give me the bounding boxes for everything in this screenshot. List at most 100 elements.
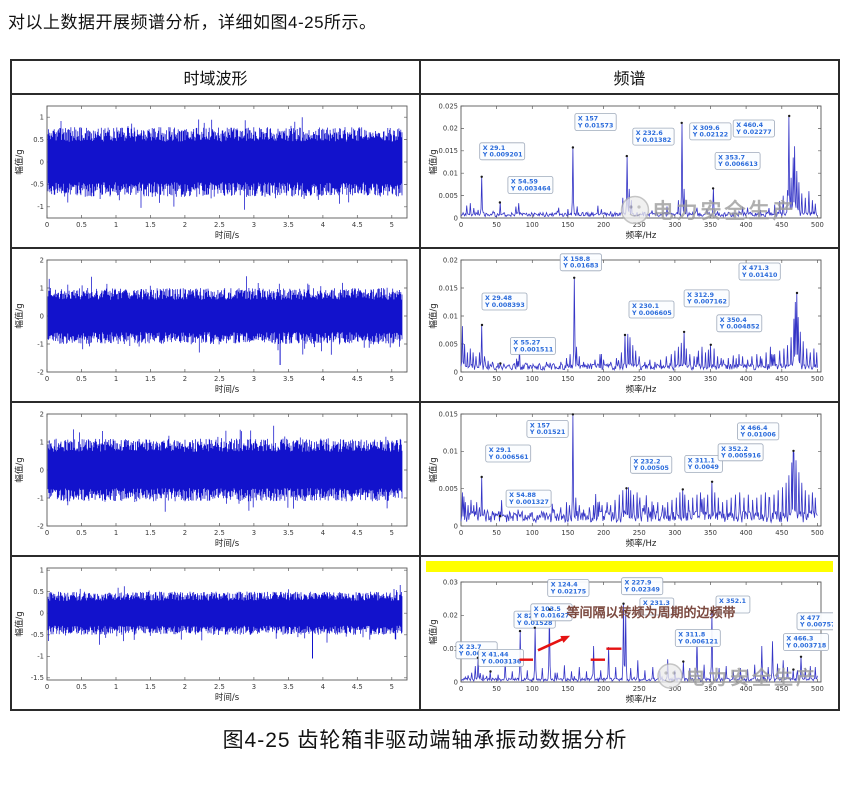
svg-text:1: 1 — [39, 438, 43, 446]
svg-text:-1: -1 — [37, 203, 44, 211]
svg-text:400: 400 — [739, 529, 752, 537]
svg-text:X 29.1: X 29.1 — [488, 447, 511, 454]
svg-text:500: 500 — [810, 375, 823, 383]
datatip-label: X 466.3Y 0.003718 — [782, 632, 829, 651]
svg-text:0: 0 — [44, 375, 48, 383]
svg-text:300: 300 — [668, 529, 681, 537]
svg-text:0.025: 0.025 — [438, 102, 457, 110]
table-row: 0 0.5 1 1.5 2 2.5 3 3.5 4 4.5 5 -2 -1 0 1 2 时间/s 幅值/g 0 50… — [9, 401, 840, 557]
datatip-label: X 41.44Y 0.003136 — [477, 648, 524, 667]
svg-text:5: 5 — [389, 529, 393, 537]
datatip-label: X 231.3 — [639, 597, 674, 615]
datatip-label: X 309.6Y 0.02122 — [688, 122, 731, 141]
svg-text:X 124.4: X 124.4 — [550, 581, 578, 588]
svg-text:3.5: 3.5 — [283, 529, 294, 537]
svg-text:150: 150 — [561, 685, 574, 693]
svg-text:1: 1 — [39, 284, 43, 292]
svg-text:100: 100 — [525, 529, 538, 537]
svg-text:X 312.9: X 312.9 — [687, 292, 714, 299]
svg-text:Y 0.005916: Y 0.005916 — [720, 453, 761, 460]
svg-text:4.5: 4.5 — [351, 375, 362, 383]
y-axis-label: 幅值/g — [428, 303, 439, 328]
table-row: 0 0.5 1 1.5 2 2.5 3 3.5 4 4.5 5 -2 -1 0 1 2 时间/s 幅值/g 0 50… — [9, 247, 840, 403]
svg-text:200: 200 — [597, 221, 610, 229]
datatip-label: X 471.3Y 0.01410 — [738, 262, 781, 281]
svg-text:Y 0.01410: Y 0.01410 — [741, 272, 778, 279]
datatip-label: X 466.4Y 0.01006 — [736, 422, 779, 441]
datatip-label: X 29.1Y 0.006561 — [484, 444, 531, 463]
svg-text:Y 0.01528: Y 0.01528 — [516, 619, 552, 626]
svg-text:3.5: 3.5 — [283, 683, 294, 691]
datatip-label: X 103.5Y 0.01627 — [529, 602, 573, 621]
datatip-label: X 29.1Y 0.009201 — [478, 142, 525, 161]
svg-text:Y 0.0049: Y 0.0049 — [686, 464, 718, 471]
svg-text:0.03: 0.03 — [442, 578, 457, 586]
svg-text:Y 0.006561: Y 0.006561 — [487, 454, 528, 461]
spectrum-chart-4: 0 50 100 150 200 250 300 350 400 450 500 0 0.01 0.02 0… — [421, 557, 838, 709]
peak-marker-dot — [480, 175, 483, 178]
y-axis-label: 幅值/g — [14, 303, 25, 328]
svg-text:X 55.27: X 55.27 — [513, 340, 540, 347]
svg-text:4: 4 — [320, 221, 324, 229]
watermark-logo-icon — [656, 662, 683, 689]
x-axis-label: 频率/Hz — [625, 384, 656, 395]
peak-marker-dot — [621, 602, 625, 605]
svg-text:350: 350 — [704, 685, 717, 693]
svg-text:0.01: 0.01 — [442, 645, 457, 653]
peak-marker-dot — [682, 330, 685, 334]
x-axis-label: 时间/s — [214, 230, 239, 241]
svg-text:3: 3 — [251, 529, 255, 537]
svg-text:1: 1 — [113, 221, 117, 229]
svg-text:2: 2 — [39, 256, 43, 264]
datatip-label: X 460.4Y 0.02277 — [732, 119, 775, 138]
svg-text:0.015: 0.015 — [438, 410, 457, 418]
svg-text:0: 0 — [453, 368, 457, 376]
peak-marker-dot — [548, 607, 551, 611]
figure-table: 时域波形 频谱 0 0.5 1 1.5 2 2.5 3 3.5 4 4.5 5 -1 -0.5 0 0.5 1… — [9, 59, 840, 711]
svg-text:X 350.4: X 350.4 — [719, 317, 747, 324]
svg-text:Y 0.009201: Y 0.009201 — [481, 152, 522, 159]
table-row: 0 0.5 1 1.5 2 2.5 3 3.5 4 4.5 5 -1 -0.5 0 0.5 1 时间/s 幅值/g… — [9, 93, 840, 249]
peak-marker-dot — [480, 475, 483, 479]
svg-text:X 158.8: X 158.8 — [563, 256, 590, 263]
svg-text:400: 400 — [739, 221, 752, 229]
svg-text:4: 4 — [320, 375, 324, 383]
peak-marker-dot — [799, 655, 802, 658]
peak-marker-dot — [572, 276, 575, 279]
svg-text:Y 0.02349: Y 0.02349 — [623, 586, 659, 593]
svg-text:0.005: 0.005 — [438, 340, 457, 348]
svg-text:50: 50 — [492, 529, 501, 537]
svg-text:X 309.6: X 309.6 — [692, 125, 720, 132]
svg-text:X 157: X 157 — [529, 422, 549, 429]
peak-marker-dot — [498, 362, 502, 365]
svg-text:500: 500 — [810, 221, 823, 229]
svg-text:Y 0.01521: Y 0.01521 — [528, 429, 564, 436]
svg-text:0: 0 — [453, 214, 457, 222]
peak-marker-dot — [571, 413, 574, 416]
svg-text:350: 350 — [704, 375, 717, 383]
svg-text:Y 0.001327: Y 0.001327 — [508, 499, 549, 506]
svg-text:450: 450 — [775, 221, 788, 229]
peak-marker-dot — [710, 480, 713, 483]
svg-text:Y 0.007162: Y 0.007162 — [686, 299, 727, 306]
watermark-text: 电力安全生产 — [686, 666, 818, 689]
svg-text:0: 0 — [39, 610, 43, 618]
peak-marker-dot — [624, 610, 627, 613]
svg-text:250: 250 — [632, 375, 645, 383]
svg-text:X 466.3: X 466.3 — [786, 635, 813, 642]
svg-text:3.5: 3.5 — [283, 221, 294, 229]
svg-text:Y 0.02122: Y 0.02122 — [691, 132, 727, 139]
svg-text:450: 450 — [775, 685, 788, 693]
y-axis-label: 幅值/g — [428, 149, 439, 174]
peak-marker-dot — [498, 514, 501, 518]
svg-text:Y 0.006605: Y 0.006605 — [631, 310, 672, 317]
table-header-row: 时域波形 频谱 — [9, 59, 840, 95]
y-axis-label: 幅值/g — [14, 149, 25, 174]
svg-text:Y 0.00727: Y 0.00727 — [457, 650, 493, 657]
svg-text:X 460.4: X 460.4 — [736, 122, 764, 129]
peak-marker-dot — [681, 659, 685, 663]
svg-text:0: 0 — [44, 529, 48, 537]
svg-text:0.02: 0.02 — [442, 256, 457, 264]
